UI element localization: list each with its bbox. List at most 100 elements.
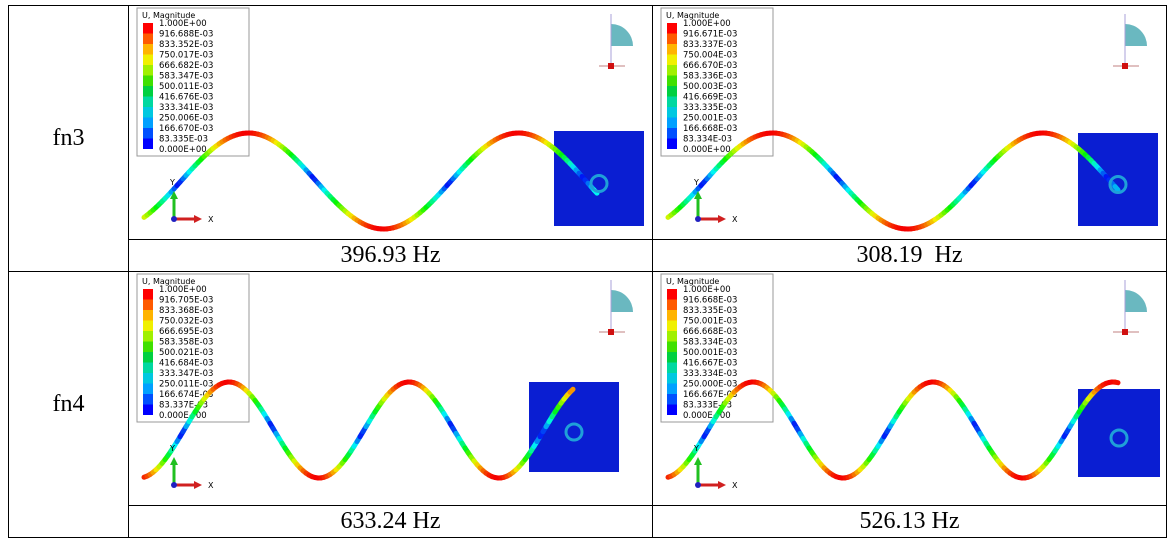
legend-value: 833.368E-03 — [159, 306, 213, 316]
legend-band — [667, 300, 677, 311]
view-cube — [1125, 290, 1147, 312]
legend-band — [143, 394, 153, 405]
legend-value: 1.000E+00 — [159, 19, 207, 29]
x-arrow-head — [718, 481, 726, 489]
legend-value: 916.671E-03 — [683, 30, 737, 40]
legend-value: 833.352E-03 — [159, 40, 213, 50]
origin — [171, 482, 177, 488]
legend-value: 0.000E+00 — [159, 411, 207, 421]
origin — [695, 482, 701, 488]
view-origin — [608, 329, 614, 335]
legend-value: 583.334E-03 — [683, 338, 737, 348]
legend-band — [143, 352, 153, 363]
plate — [529, 382, 619, 472]
legend-value: 500.021E-03 — [159, 348, 213, 358]
legend-value: 416.667E-03 — [683, 359, 737, 369]
legend-band — [667, 65, 677, 76]
legend-value: 416.669E-03 — [683, 93, 737, 103]
legend-band — [667, 363, 677, 374]
y-arrow-head — [694, 457, 702, 465]
legend-value: 416.676E-03 — [159, 93, 213, 103]
fe-figure: U, Magnitude1.000E+00916.705E-03833.368E… — [129, 272, 651, 500]
legend-value: 666.668E-03 — [683, 327, 737, 337]
view-origin — [1122, 329, 1128, 335]
frequency-caption: 396.93 Hz — [129, 240, 653, 272]
legend-band — [143, 23, 153, 34]
axis-label: X — [208, 481, 214, 490]
fe-figure: U, Magnitude1.000E+00916.668E-03833.335E… — [653, 272, 1165, 500]
legend-value: 333.334E-03 — [683, 369, 737, 379]
x-arrow-head — [194, 215, 202, 223]
legend-band — [667, 331, 677, 342]
axis-label: Y — [169, 178, 175, 187]
legend-band — [143, 65, 153, 76]
legend-value: 833.337E-03 — [683, 40, 737, 50]
legend-band — [143, 97, 153, 108]
view-origin — [1122, 63, 1128, 69]
axis-label: Y — [169, 444, 175, 453]
frequency-caption: 526.13 Hz — [653, 506, 1167, 538]
legend-value: 916.705E-03 — [159, 296, 213, 306]
legend-band — [143, 34, 153, 45]
legend-band — [667, 128, 677, 139]
legend-band — [143, 310, 153, 321]
legend-value: 1.000E+00 — [683, 19, 731, 29]
axis-label: X — [732, 215, 738, 224]
legend-band — [667, 107, 677, 118]
axis-label: Y — [693, 178, 699, 187]
fe-figure: U, Magnitude1.000E+00916.671E-03833.337E… — [653, 6, 1165, 234]
legend-value: 666.670E-03 — [683, 61, 737, 71]
legend-band — [143, 55, 153, 66]
legend-band — [143, 44, 153, 55]
legend-band — [143, 373, 153, 384]
x-arrow-head — [718, 215, 726, 223]
row-label: fn3 — [9, 6, 129, 272]
legend-value: 166.668E-03 — [683, 124, 737, 134]
legend-band — [667, 76, 677, 87]
legend-band — [143, 139, 153, 150]
legend-band — [667, 97, 677, 108]
legend-value: 500.011E-03 — [159, 82, 213, 92]
legend-band — [667, 139, 677, 150]
legend-value: 1.000E+00 — [159, 285, 207, 295]
legend-band — [667, 373, 677, 384]
legend-band — [667, 34, 677, 45]
legend-value: 83.334E-03 — [683, 135, 732, 145]
legend-value: 583.358E-03 — [159, 338, 213, 348]
legend-band — [143, 289, 153, 300]
frequency-caption: 633.24 Hz — [129, 506, 653, 538]
legend-value: 500.001E-03 — [683, 348, 737, 358]
legend-band — [143, 331, 153, 342]
legend-value: 750.017E-03 — [159, 51, 213, 61]
y-arrow-head — [170, 457, 178, 465]
legend-value: 500.003E-03 — [683, 82, 737, 92]
legend-value: 0.000E+00 — [683, 145, 731, 155]
legend-value: 0.000E+00 — [683, 411, 731, 421]
legend-band — [143, 321, 153, 332]
beam-segment — [1115, 187, 1118, 190]
legend-band — [143, 86, 153, 97]
axis-label: X — [208, 215, 214, 224]
legend-band — [143, 76, 153, 87]
origin — [695, 216, 701, 222]
legend-value: 583.336E-03 — [683, 72, 737, 82]
view-cube — [611, 290, 633, 312]
legend-band — [667, 394, 677, 405]
plate — [554, 131, 644, 226]
legend-value: 1.000E+00 — [683, 285, 731, 295]
axis-label: Y — [693, 444, 699, 453]
legend-band — [143, 107, 153, 118]
legend-value: 916.688E-03 — [159, 30, 213, 40]
legend-band — [667, 384, 677, 395]
legend-band — [667, 405, 677, 416]
